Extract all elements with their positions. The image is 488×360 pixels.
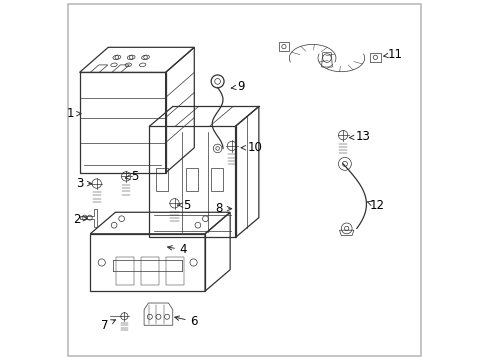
Text: 5: 5 (178, 199, 190, 212)
Bar (156, 168, 168, 191)
Bar (185, 168, 197, 191)
Text: 11: 11 (383, 48, 402, 61)
Text: 9: 9 (231, 80, 244, 93)
Text: 1: 1 (67, 107, 81, 120)
Text: 12: 12 (366, 199, 384, 212)
Text: 6: 6 (174, 315, 198, 328)
Bar (211, 168, 223, 191)
Text: 10: 10 (241, 141, 262, 154)
Bar (166, 257, 184, 285)
Text: 5: 5 (125, 170, 139, 183)
Text: 13: 13 (349, 130, 369, 144)
Bar (141, 257, 159, 285)
Text: 3: 3 (76, 177, 92, 190)
Text: 4: 4 (167, 243, 187, 256)
Text: 2: 2 (73, 213, 87, 226)
Text: 8: 8 (215, 202, 231, 215)
Bar (115, 257, 134, 285)
Text: 7: 7 (101, 319, 115, 332)
